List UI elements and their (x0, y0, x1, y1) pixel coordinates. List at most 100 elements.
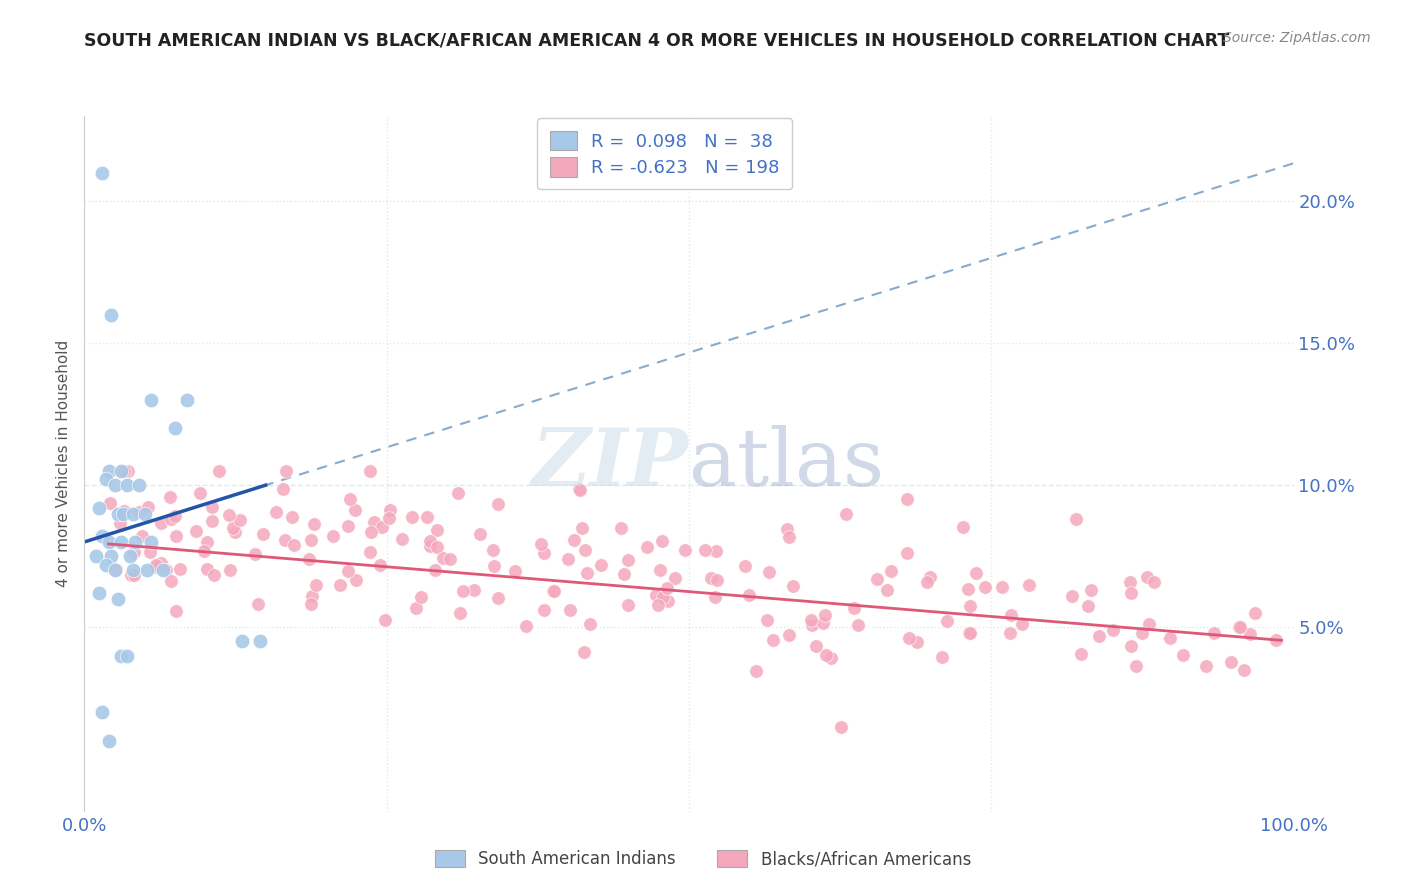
Point (426, 540, 449, 554)
Point (1080, 582, 1102, 597)
Point (249, 634, 271, 648)
Point (108, 516, 131, 530)
Point (804, 639, 827, 653)
Point (515, 619, 537, 633)
Point (87, 586, 110, 600)
Point (693, 543, 716, 558)
Point (112, 464, 135, 478)
Point (104, 562, 127, 576)
Point (193, 544, 215, 558)
Point (100, 549, 122, 563)
Point (197, 535, 219, 549)
Point (463, 583, 485, 598)
Point (368, 558, 391, 572)
Point (918, 570, 941, 584)
Point (374, 613, 396, 627)
Point (219, 563, 242, 577)
Point (572, 645, 595, 659)
Point (568, 482, 591, 496)
Point (530, 537, 553, 551)
Point (273, 533, 295, 548)
Point (104, 563, 127, 577)
Point (150, 557, 173, 571)
Point (745, 665, 768, 679)
Point (700, 571, 723, 585)
Point (1239, 627, 1261, 641)
Point (533, 546, 555, 560)
Point (264, 505, 287, 519)
Point (110, 535, 132, 549)
Point (426, 523, 449, 537)
Point (905, 634, 928, 648)
Point (673, 542, 696, 557)
Legend: R =  0.098   N =  38, R = -0.623   N = 198: R = 0.098 N = 38, R = -0.623 N = 198 (537, 118, 793, 189)
Point (738, 588, 761, 602)
Point (87, 500, 110, 515)
Point (896, 492, 918, 507)
Text: SOUTH AMERICAN INDIAN VS BLACK/AFRICAN AMERICAN 4 OR MORE VEHICLES IN HOUSEHOLD : SOUTH AMERICAN INDIAN VS BLACK/AFRICAN A… (84, 31, 1230, 49)
Point (302, 517, 325, 532)
Point (613, 566, 636, 581)
Point (482, 558, 505, 573)
Point (655, 582, 678, 596)
Point (571, 521, 593, 535)
Point (91, 529, 114, 543)
Point (755, 613, 778, 627)
Point (543, 584, 565, 599)
Point (1130, 626, 1153, 640)
Point (136, 563, 159, 577)
Point (97, 464, 120, 478)
Point (155, 562, 177, 576)
Point (936, 614, 959, 628)
Point (1119, 575, 1142, 590)
Point (1264, 633, 1286, 648)
Point (409, 590, 432, 604)
Point (1000, 608, 1022, 623)
Point (117, 464, 139, 478)
Point (131, 529, 153, 543)
Legend: South American Indians, Blacks/African Americans: South American Indians, Blacks/African A… (429, 843, 977, 875)
Point (814, 607, 837, 622)
Point (145, 558, 167, 573)
Point (121, 563, 143, 577)
Point (165, 603, 187, 617)
Point (848, 618, 870, 632)
Point (128, 505, 150, 519)
Point (100, 308, 122, 322)
Point (337, 519, 360, 533)
Y-axis label: 4 or more Vehicles in Household: 4 or more Vehicles in Household (56, 340, 72, 588)
Point (163, 508, 186, 523)
Point (169, 562, 191, 576)
Point (652, 591, 675, 605)
Point (574, 542, 596, 557)
Point (998, 626, 1021, 640)
Point (991, 580, 1014, 594)
Point (359, 545, 381, 559)
Point (139, 535, 162, 549)
Point (706, 543, 728, 558)
Point (830, 719, 852, 733)
Point (134, 507, 156, 521)
Point (165, 529, 187, 543)
Point (425, 563, 447, 577)
Point (91, 706, 114, 720)
Point (110, 464, 132, 478)
Point (145, 560, 167, 574)
Point (1233, 663, 1256, 677)
Point (952, 520, 974, 534)
Point (128, 478, 150, 492)
Point (339, 492, 361, 507)
Point (569, 483, 592, 497)
Point (231, 634, 253, 648)
Point (782, 579, 804, 593)
Point (579, 617, 602, 632)
Point (359, 464, 381, 478)
Point (139, 392, 162, 407)
Point (1018, 578, 1040, 592)
Point (1159, 631, 1181, 645)
Point (336, 564, 359, 578)
Point (283, 538, 305, 552)
Point (762, 633, 785, 648)
Point (957, 626, 980, 640)
Point (115, 648, 138, 663)
